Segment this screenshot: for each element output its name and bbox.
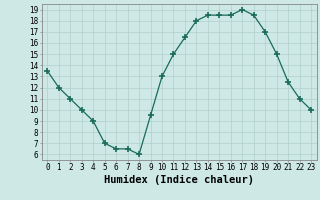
X-axis label: Humidex (Indice chaleur): Humidex (Indice chaleur): [104, 175, 254, 185]
